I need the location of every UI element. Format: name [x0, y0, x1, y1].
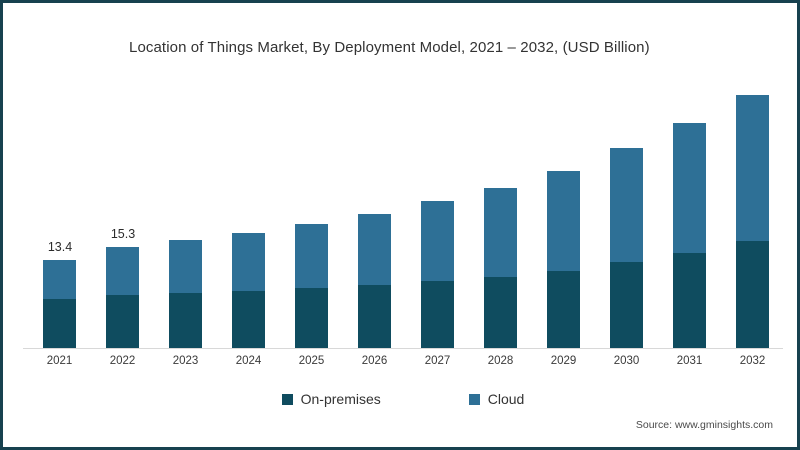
- x-axis-label-2028: 2028: [487, 355, 514, 367]
- x-axis-label-2022: 2022: [109, 355, 136, 367]
- legend-item-cloud[interactable]: Cloud: [468, 391, 525, 407]
- bar-segment-cloud-2023[interactable]: [169, 240, 202, 293]
- bar-group-2032[interactable]: [736, 95, 769, 348]
- x-axis-label-2030: 2030: [613, 355, 640, 367]
- plot-area: 13.4 15.3: [23, 78, 783, 350]
- bar-segment-on-premises-2026[interactable]: [358, 284, 391, 348]
- bar-group-2028[interactable]: [484, 188, 517, 348]
- bar-segment-on-premises-2028[interactable]: [484, 276, 517, 348]
- bar-segment-cloud-2027[interactable]: [421, 201, 454, 281]
- x-axis-label-2027: 2027: [424, 355, 451, 367]
- bar-group-2022[interactable]: 15.3: [106, 227, 139, 348]
- bar-segment-cloud-2031[interactable]: [673, 123, 706, 253]
- bar-group-2023[interactable]: [169, 240, 202, 348]
- x-axis-label-2031: 2031: [676, 355, 703, 367]
- x-axis-label-2029: 2029: [550, 355, 577, 367]
- bar-segment-cloud-2032[interactable]: [736, 95, 769, 242]
- bar-segment-cloud-2021[interactable]: [43, 259, 76, 300]
- bar-value-label-2022: 15.3: [110, 227, 136, 242]
- bar-group-2024[interactable]: [232, 232, 265, 348]
- legend-item-label: On-premises: [300, 391, 381, 407]
- bar-value-label-2021: 13.4: [47, 239, 73, 254]
- bar-segment-on-premises-2030[interactable]: [610, 262, 643, 348]
- x-axis-label-2032: 2032: [739, 355, 766, 367]
- bar-segment-cloud-2030[interactable]: [610, 148, 643, 263]
- bar-group-2026[interactable]: [358, 213, 391, 348]
- legend-item-on-premises[interactable]: On-premises: [281, 391, 381, 407]
- bar-segment-on-premises-2029[interactable]: [547, 270, 580, 348]
- bar-group-2027[interactable]: [421, 201, 454, 348]
- page-title: Location of Things Market, By Deployment…: [129, 39, 650, 56]
- legend-item-label: Cloud: [487, 391, 525, 407]
- bar-segment-on-premises-2027[interactable]: [421, 280, 454, 348]
- x-axis-label-2024: 2024: [235, 355, 262, 367]
- bar-segment-cloud-2022[interactable]: [106, 247, 139, 296]
- bar-segment-cloud-2025[interactable]: [295, 224, 328, 289]
- bar-segment-cloud-2026[interactable]: [358, 213, 391, 285]
- bar-group-2021[interactable]: 13.4: [43, 240, 76, 348]
- legend-swatch-icon: [281, 393, 293, 405]
- bar-series-group: 13.4 15.3: [23, 78, 783, 348]
- legend-swatch-icon: [468, 393, 480, 405]
- x-axis-label-2023: 2023: [172, 355, 199, 367]
- bar-segment-on-premises-2023[interactable]: [169, 292, 202, 348]
- bar-group-2029[interactable]: [547, 170, 580, 348]
- bar-segment-on-premises-2021[interactable]: [43, 299, 76, 348]
- bar-segment-cloud-2028[interactable]: [484, 188, 517, 277]
- bar-group-2025[interactable]: [295, 224, 328, 348]
- x-axis-label-2021: 2021: [46, 355, 73, 367]
- bar-group-2030[interactable]: [610, 148, 643, 348]
- chart-legend: On-premises Cloud: [3, 391, 800, 407]
- bar-segment-on-premises-2025[interactable]: [295, 288, 328, 348]
- x-axis-label-2025: 2025: [298, 355, 325, 367]
- x-axis-tick-labels: 2021 2022 2023 2024 2025 2026 2027 2028 2029 2030…: [23, 355, 783, 371]
- bar-segment-on-premises-2024[interactable]: [232, 290, 265, 348]
- x-axis-label-2026: 2026: [361, 355, 388, 367]
- x-axis-line: [23, 348, 783, 349]
- bar-segment-on-premises-2022[interactable]: [106, 295, 139, 348]
- bar-segment-on-premises-2032[interactable]: [736, 241, 769, 348]
- bar-group-2031[interactable]: [673, 123, 706, 348]
- bar-segment-cloud-2029[interactable]: [547, 170, 580, 271]
- bar-segment-cloud-2024[interactable]: [232, 232, 265, 291]
- source-caption: Source: www.gminsights.com: [635, 419, 773, 431]
- bar-segment-on-premises-2031[interactable]: [673, 252, 706, 348]
